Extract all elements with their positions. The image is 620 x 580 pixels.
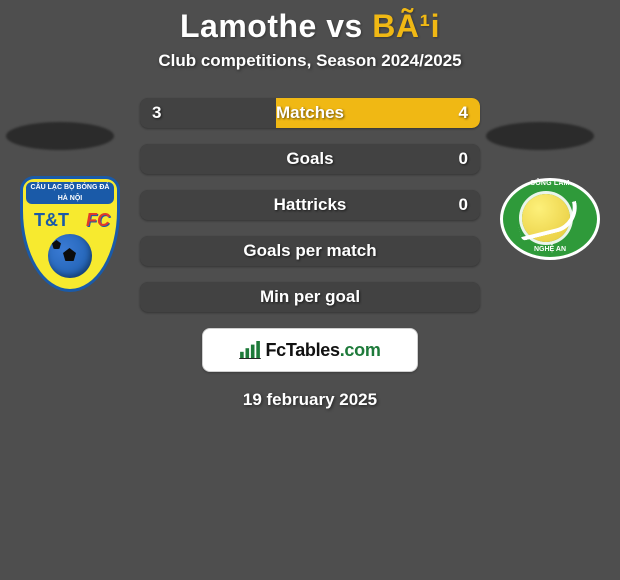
brand-text: FcTables.com (265, 340, 380, 361)
brand-badge: FcTables.com (202, 328, 418, 372)
club-badge-right: SÔNG LAM NGHỆ AN (500, 178, 600, 278)
stat-label: Goals per match (140, 236, 480, 266)
stat-bar: Min per goal (140, 282, 480, 312)
club-right-top-text: SÔNG LAM (504, 180, 596, 194)
bar-chart-icon (239, 341, 261, 359)
brand-tld: .com (340, 340, 381, 360)
club-badge-left: CÂU LẠC BỘ BÓNG ĐÁ HÀ NỘI T&T FC (20, 176, 120, 276)
player2-name: BÃ¹i (372, 8, 440, 44)
round-logo-icon: SÔNG LAM NGHỆ AN (500, 178, 600, 260)
stat-bars: 3 Matches 4 Goals 0 Hattricks 0 (140, 98, 480, 410)
stat-bar: 3 Matches 4 (140, 98, 480, 128)
soccer-ball-icon (48, 234, 92, 278)
stat-label: Matches (140, 98, 480, 128)
player1-name: Lamothe (180, 8, 317, 44)
stat-value-right: 4 (459, 98, 468, 128)
oval-shadow-right (486, 122, 594, 150)
page-title: Lamothe vs BÃ¹i (0, 0, 620, 45)
club-right-bottom-text: NGHỆ AN (504, 246, 596, 258)
stat-value-right: 0 (459, 190, 468, 220)
subtitle: Club competitions, Season 2024/2025 (0, 51, 620, 71)
comparison-card: Lamothe vs BÃ¹i Club competitions, Seaso… (0, 0, 620, 580)
stat-bar: Goals per match (140, 236, 480, 266)
brand-main: FcTables (265, 340, 339, 360)
vs-separator: vs (326, 8, 363, 44)
shield-icon: CÂU LẠC BỘ BÓNG ĐÁ HÀ NỘI T&T FC (20, 176, 120, 292)
stat-value-right: 0 (459, 144, 468, 174)
oval-shadow-left (6, 122, 114, 150)
club-left-banner: CÂU LẠC BỘ BÓNG ĐÁ HÀ NỘI (26, 182, 114, 204)
stat-bar: Goals 0 (140, 144, 480, 174)
stat-label: Min per goal (140, 282, 480, 312)
stat-bar: Hattricks 0 (140, 190, 480, 220)
footer-date: 19 february 2025 (140, 390, 480, 410)
stat-label: Goals (140, 144, 480, 174)
club-left-monogram2: FC (86, 210, 110, 231)
club-left-monogram1: T&T (34, 210, 69, 231)
stat-label: Hattricks (140, 190, 480, 220)
